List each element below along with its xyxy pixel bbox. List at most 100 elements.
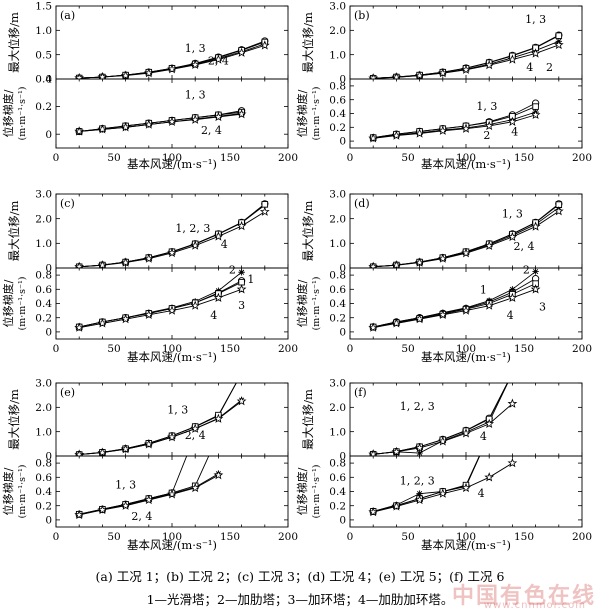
x-tick-label: 50	[107, 531, 120, 543]
panel-2-grad-series-4-point	[213, 292, 224, 302]
panel-3-disp-ytick-label: 0	[339, 263, 346, 275]
x-tick-label: 150	[220, 531, 240, 543]
panel-4-disp-series-4-point	[236, 396, 247, 406]
panel-2-disp-series-4-point	[259, 206, 270, 216]
panel-0-disp-series-4-point	[120, 70, 131, 79]
panel-2-grad-series-4-point	[74, 322, 85, 332]
panel-4-disp-ytick-label: 2.0	[35, 402, 52, 414]
panel-1-grad-annotation: 1, 3	[476, 100, 497, 113]
panel-2-grad-series-4-point	[190, 300, 201, 310]
panel-5-grad-series-2-point	[416, 490, 423, 497]
panel-0-disp-series-4-point	[74, 72, 85, 79]
panel-2-grad-series-4-line	[79, 288, 242, 329]
panel-0-disp-ytick-label: 0.5	[35, 49, 52, 61]
panel-4-grad-series-4-point	[74, 509, 85, 520]
panel-3-grad-frame	[349, 267, 583, 340]
panel-0-disp-series-1-line	[79, 40, 265, 79]
panel-5-grad-ytick-label: 0.4	[329, 486, 346, 498]
panel-2-disp-ytick-label: 1.0	[35, 238, 52, 250]
panel-2-grad-series-3-line	[79, 281, 242, 328]
panel-5-disp-series-2-point	[416, 449, 423, 456]
panel-2-grad-series-4-point	[120, 313, 131, 324]
panel-3-disp-series-2-line	[373, 207, 560, 268]
panel-0-disp-series-2-line	[79, 43, 265, 79]
y-axis-label-displacement: 最大位移/m	[301, 201, 315, 262]
panel-4-grad-ytick-label: 0.4	[35, 486, 52, 498]
panel-5-disp-series-4-point	[484, 418, 495, 429]
panel-0-grad-annotation: 1, 3	[185, 88, 206, 101]
panel-1-disp-series-4-point	[553, 39, 564, 50]
panel-5-disp-series-4-point	[414, 442, 425, 453]
panel-4-disp-series-4-point	[213, 413, 224, 423]
x-tick-label: 150	[514, 343, 534, 355]
figure-caption-panels: (a) 工况 1；(b) 工况 2；(c) 工况 3；(d) 工况 4；(e) …	[95, 569, 505, 584]
y-axis-label-gradient: 位移梯度/	[295, 279, 309, 327]
panel-1-grad-series-4-point	[368, 133, 379, 143]
panel-4-disp-series-2-line	[79, 399, 242, 455]
panel-3-grad-series-2-line	[373, 271, 536, 328]
panel-0-grad-series-4-point	[190, 114, 201, 124]
x-axis-label: 基本风速/(m·s⁻¹)	[127, 538, 217, 552]
panel-4-grad-ytick-label: 0.6	[35, 472, 52, 484]
panel-3-grad-series-2-point	[532, 268, 539, 275]
panel-2-grad-series-4-point	[97, 318, 108, 328]
x-axis-label: 基本风速/(m·s⁻¹)	[127, 157, 217, 171]
panel-3-disp-series-3-line	[373, 204, 560, 268]
panel-2-grad-annotation: 1	[247, 273, 254, 286]
panel-3-grad-ytick-label: 0.2	[329, 312, 346, 324]
x-tick-label: 0	[347, 343, 354, 355]
panel-3-disp-series-group	[368, 200, 564, 268]
panel-2-grad-series-3-point	[238, 278, 245, 286]
y-axis-label-gradient: 位移梯度/	[1, 279, 15, 327]
panel-3-grad-series-4-point	[437, 309, 448, 320]
y-axis-label-displacement: 最大位移/m	[7, 12, 21, 73]
x-axis-label: 基本风速/(m·s⁻¹)	[127, 350, 217, 364]
panel-2-disp-annotation: 4	[221, 238, 228, 251]
panel-2-disp-series-group	[74, 200, 270, 268]
panel-3-grad-annotation: 3	[539, 301, 546, 314]
panel-0-disp-ytick-label: 1.5	[35, 1, 52, 13]
panel-2-grad-annotation: 3	[238, 299, 245, 312]
panel-2-disp-ytick-label: 3.0	[35, 189, 52, 201]
panel-3-disp-ytick-label: 1.0	[329, 238, 346, 250]
panel-0-disp-series-4-point	[213, 54, 224, 64]
panel-5-grad-series-4-point	[484, 472, 495, 482]
panel-5-grad-series-4-point	[437, 488, 448, 498]
panel-4-grad-series-4-point	[167, 489, 177, 499]
panel-3-disp-series-4-point	[368, 261, 379, 268]
panel-3-grad-series-4-point	[414, 313, 425, 324]
panel-3-grad-series-4-point	[461, 305, 471, 315]
panel-3-grad-series-2-point	[509, 286, 516, 293]
panel-1-grad-series-4-point	[530, 109, 541, 120]
panel-0-grad-series-4-point	[74, 126, 85, 136]
panel-3-disp-series-4-point	[437, 253, 448, 263]
panel-5-grad-annotation: 1, 2, 3	[400, 474, 435, 487]
panel-1-grad-series-4-point	[507, 116, 518, 126]
x-tick-label: 0	[347, 152, 354, 164]
panel-4-disp-series-4-point	[97, 447, 108, 456]
panel-5-disp-annotation: 4	[480, 430, 487, 443]
panel-5-grad-ytick-label: 0	[339, 515, 346, 527]
panel-5-grad-ytick-label: 0.6	[329, 472, 346, 484]
panel-5-disp-ytick-label: 0	[339, 451, 346, 463]
panel-2-grad-annotation: 2	[229, 264, 236, 277]
panel-1-disp-annotation: 4	[526, 61, 533, 74]
x-tick-label: 150	[514, 531, 534, 543]
panel-5-grad-series-4-point	[391, 501, 402, 511]
panel-0-disp-ytick-label: 1.0	[35, 25, 52, 37]
panel-1-grad-series-4-point	[414, 128, 425, 138]
panel-1-disp-series-4-point	[368, 73, 379, 79]
panel-1-grad-ytick-label: 0	[339, 136, 346, 148]
panel-3-grad-series-4-point	[391, 318, 402, 328]
y-axis-label-gradient: 位移梯度/	[295, 89, 309, 137]
panel-3-disp-series-4-point	[414, 257, 425, 267]
panel-4-grad-ytick-label: 0.2	[35, 500, 52, 512]
panel-5-grad-series-2-line	[373, 456, 481, 512]
panel-2-disp-series-4-point	[74, 261, 85, 268]
panel-1-grad-ytick-label: 0.8	[329, 81, 346, 93]
x-tick-label: 100	[162, 531, 182, 543]
x-tick-label: 50	[401, 531, 414, 543]
y-axis-label-gradient: 位移梯度/	[1, 467, 15, 515]
panel-5-grad-frame	[349, 455, 583, 528]
panel-3-grad-ytick-label: 0	[339, 327, 346, 339]
